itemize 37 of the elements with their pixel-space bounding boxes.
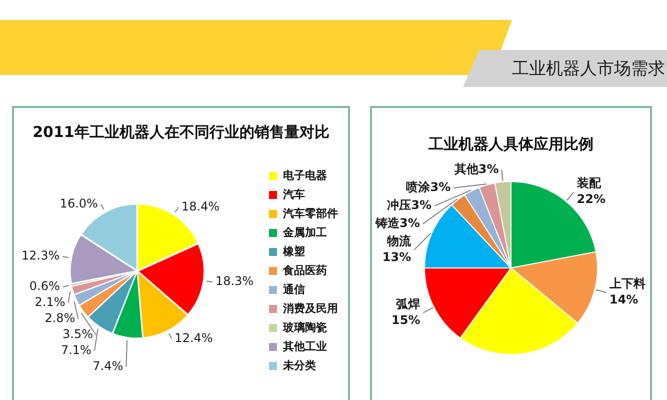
- slice-label: 铸造3%: [374, 216, 420, 230]
- slice-label: 装配: [576, 176, 602, 190]
- slice-label: 冲压3%: [387, 198, 432, 212]
- data-label: 16.0%: [60, 196, 98, 210]
- legend-label: 玻璃陶瓷: [282, 320, 327, 334]
- legend-label: 通信: [282, 282, 305, 296]
- data-label: 2.8%: [44, 310, 76, 325]
- chart-title: 工业机器人具体应用比例: [428, 134, 594, 153]
- data-label: 12.3%: [22, 248, 60, 263]
- chart-title: 2011年工业机器人在不同行业的销售量对比: [32, 122, 330, 141]
- data-label: 12.4%: [174, 330, 213, 345]
- legend-label: 金属加工: [282, 226, 327, 239]
- data-label: 7.1%: [60, 342, 92, 357]
- legend-label: 电子电器: [283, 168, 327, 182]
- data-label: 22%: [576, 192, 606, 206]
- data-label: 0.6%: [29, 278, 60, 293]
- data-label: 7.4%: [92, 358, 124, 373]
- slice-label: 其他3%: [453, 162, 499, 176]
- data-label: 18.3%: [215, 274, 254, 288]
- data-label: 2.1%: [34, 294, 66, 309]
- slice-label: 物流: [386, 234, 412, 248]
- data-label: 13%: [382, 250, 412, 264]
- slice-label: 弧焊: [396, 296, 420, 311]
- legend-label: 橡塑: [282, 244, 305, 258]
- data-label: 14%: [609, 292, 638, 307]
- legend-label: 食品医药: [282, 264, 327, 277]
- slice-label: 喷涂3%: [406, 180, 451, 194]
- data-label: 3.5%: [62, 326, 94, 341]
- legend-label: 未分类: [282, 358, 316, 372]
- legend-label: 汽车: [282, 188, 305, 201]
- legend-label: 其他工业: [282, 340, 327, 353]
- legend-label: 消费及民用: [282, 302, 338, 315]
- text: 工业机器人市场需求: [512, 58, 665, 80]
- data-label: 18.4%: [181, 199, 220, 214]
- legend-label: 汽车零部件: [282, 206, 338, 220]
- data-label: 15%: [391, 312, 420, 327]
- slice-label: 上下料: [608, 276, 646, 291]
